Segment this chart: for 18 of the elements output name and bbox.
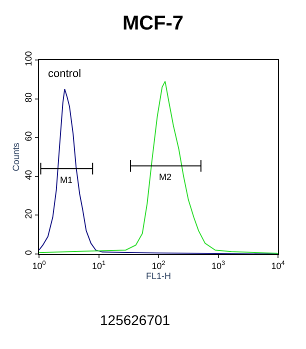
y-axis-title: Counts	[10, 142, 21, 172]
x-axis-title: FL1-H	[146, 270, 172, 281]
x-tick-label: 10$^{3}$	[211, 260, 226, 271]
chart-title: MCF-7	[122, 12, 184, 35]
x-tick-label: 10$^{2}$	[152, 260, 166, 271]
annotation: M1	[60, 175, 73, 185]
y-tick-label: 60	[23, 131, 34, 142]
series-label: control	[48, 68, 82, 80]
y-tick-label: 100	[23, 51, 34, 66]
x-tick-label: 10$^{1}$	[92, 260, 106, 271]
y-tick-label: 40	[23, 170, 34, 180]
x-tick-label: 10$^{4}$	[271, 260, 286, 271]
x-tick-label: 10$^{0}$	[32, 260, 46, 271]
y-tick-label: 20	[23, 208, 34, 219]
y-tick-label: 0	[23, 250, 34, 256]
annotation: M2	[159, 172, 172, 182]
text: 125626701	[100, 312, 170, 328]
y-tick-label: 80	[23, 92, 34, 102]
